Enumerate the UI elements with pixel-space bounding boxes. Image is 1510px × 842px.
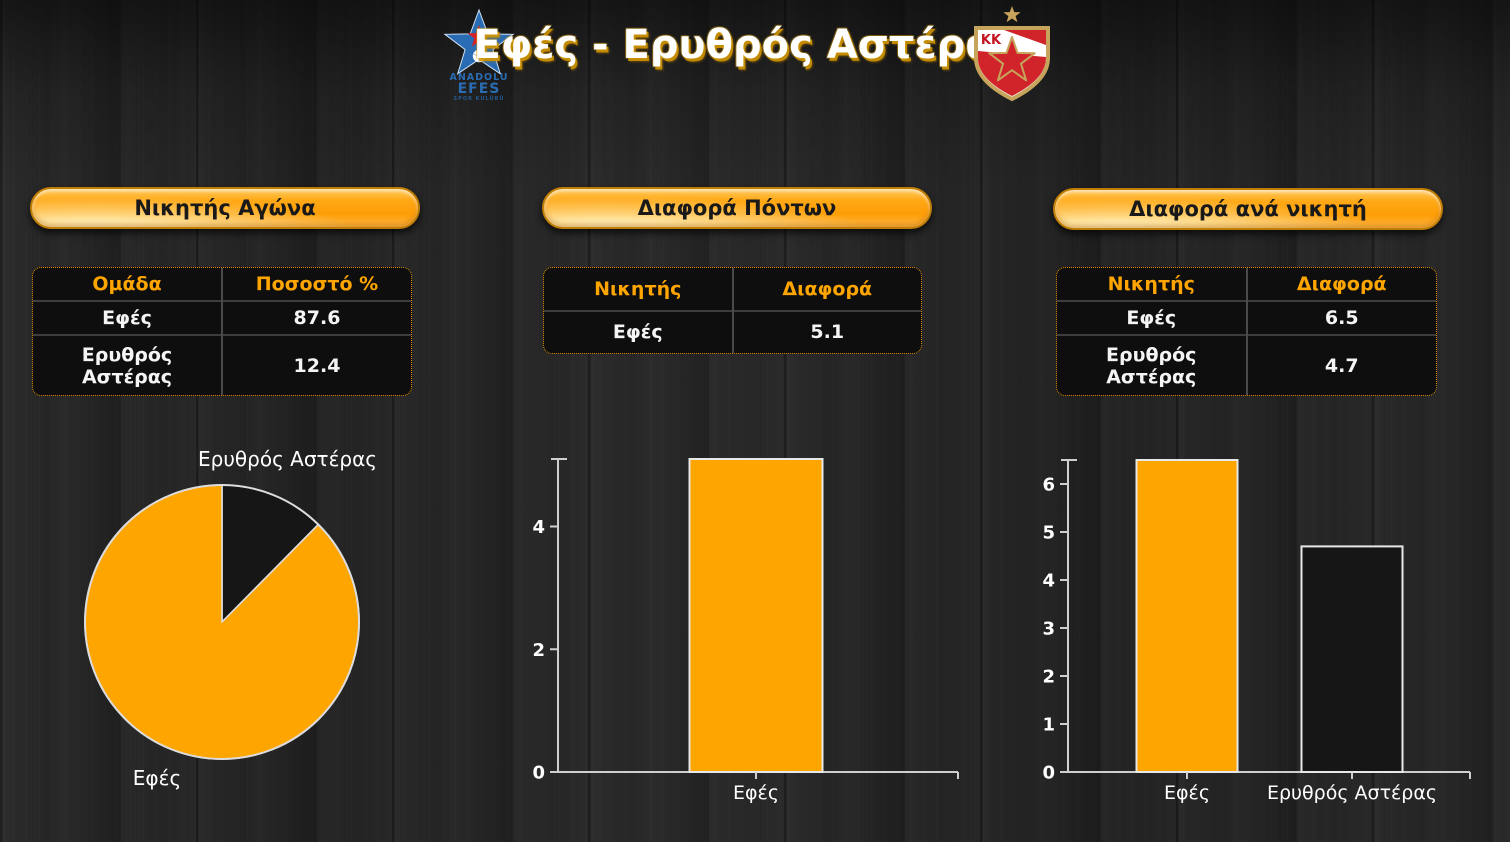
- match-winner-table: Ομάδα Ποσοστό % Εφές 87.6 Ερυθρός Αστέρας 12.…: [32, 267, 412, 396]
- x-category-label: Εφές: [1164, 782, 1210, 804]
- table-cell: Εφές: [544, 309, 733, 353]
- bar-chart-svg: 0 2 4 Εφές: [532, 458, 959, 804]
- table-header-row: Νικητής Διαφορά: [544, 268, 921, 311]
- table-row: Ερυθρός Αστέρας 12.4: [33, 334, 411, 395]
- bar: [1300, 545, 1404, 774]
- page-title: Εφές - Ερυθρός Αστέρας: [473, 22, 1017, 68]
- panel-header-match-winner[interactable]: Νικητής Αγώνα: [30, 187, 420, 229]
- table-row: Εφές 87.6: [33, 299, 411, 336]
- table-cell: 4.7: [1245, 334, 1436, 395]
- table-header-cell: Νικητής: [594, 277, 682, 300]
- diff-per-winner-bar-chart: 0 1 2 3 4 5 6 Εφές Ερυθρός Αστέρας: [1030, 445, 1505, 830]
- diff-per-winner-table: Νικητής Διαφορά Εφές 6.5 Ερυθρός Αστέρας 4.7: [1056, 267, 1437, 396]
- table-header-cell: Ομάδα: [92, 272, 162, 295]
- zvezda-initials: KK: [981, 33, 1002, 48]
- table-header-row: Ομάδα Ποσοστό %: [33, 268, 411, 301]
- efes-logo-text-efes: EFES: [458, 81, 501, 97]
- table-cell: Εφές: [1057, 299, 1247, 336]
- y-tick-label: 4: [532, 517, 545, 538]
- table-cell: 12.4: [221, 334, 411, 395]
- table-header-cell: Διαφορά: [731, 268, 921, 311]
- pie-slice: [84, 484, 360, 760]
- zvezda-gold-star: [1003, 6, 1021, 23]
- y-tick-label: 2: [532, 640, 545, 661]
- y-tick-label: 1: [1042, 715, 1055, 736]
- table-cell: 87.6: [221, 299, 411, 336]
- efes-logo-text-club: SPOR KULÜBÜ: [454, 95, 505, 102]
- table-header-cell: Ποσοστό %: [221, 268, 411, 301]
- pie-label-efes: Εφές: [132, 766, 182, 790]
- table-cell: 5.1: [731, 309, 921, 353]
- bar-chart-svg: 0 1 2 3 4 5 6 Εφές Ερυθρός Αστέρας: [1042, 459, 1471, 804]
- winner-pie-chart: [78, 478, 366, 766]
- points-diff-table: Νικητής Διαφορά Εφές 5.1: [543, 267, 922, 354]
- x-category-label: Ερυθρός Αστέρας: [1267, 782, 1437, 804]
- y-tick-label: 5: [1042, 523, 1055, 544]
- efes-red-star: [467, 25, 491, 47]
- table-header-cell: Διαφορά: [1245, 268, 1436, 301]
- kk-crvena-zvezda-logo: KK: [974, 6, 1050, 102]
- y-tick-label: 0: [1042, 763, 1055, 784]
- zvezda-center-star: [988, 36, 1036, 82]
- bar: [688, 458, 824, 773]
- efes-logo-text-anadolu: ANADOLU: [449, 72, 508, 83]
- panel-header-points-diff[interactable]: Διαφορά Πόντων: [542, 187, 932, 229]
- table-row: Ερυθρός Αστέρας 4.7: [1057, 334, 1436, 395]
- zvezda-red-bottom: [978, 51, 1046, 96]
- panel-header-diff-per-winner[interactable]: Διαφορά ανά νικητή: [1053, 188, 1443, 230]
- pie-chart-svg: [84, 484, 360, 760]
- table-row: Εφές 5.1: [544, 309, 921, 353]
- table-header-row: Νικητής Διαφορά: [1057, 268, 1436, 301]
- bar: [1135, 459, 1239, 773]
- y-tick-label: 4: [1042, 571, 1055, 592]
- zvezda-red-top: [1004, 30, 1046, 45]
- table-cell: 6.5: [1245, 299, 1436, 336]
- pie-label-erythros-asteras: Ερυθρός Αστέρας: [198, 447, 377, 471]
- points-diff-bar-chart: 0 2 4 Εφές: [505, 445, 970, 830]
- table-cell: Ερυθρός Αστέρας: [33, 334, 222, 395]
- y-tick-label: 0: [532, 763, 545, 784]
- table-row: Εφές 6.5: [1057, 299, 1436, 336]
- table-header-cell: Νικητής: [1107, 272, 1195, 295]
- y-tick-label: 3: [1042, 619, 1055, 640]
- anadolu-efes-logo: ANADOLU EFES SPOR KULÜBÜ: [443, 8, 515, 102]
- x-category-label: Εφές: [733, 782, 779, 804]
- y-tick-label: 6: [1042, 475, 1055, 496]
- table-cell: Εφές: [33, 299, 222, 336]
- table-cell: Ερυθρός Αστέρας: [1057, 334, 1247, 395]
- y-tick-label: 2: [1042, 667, 1055, 688]
